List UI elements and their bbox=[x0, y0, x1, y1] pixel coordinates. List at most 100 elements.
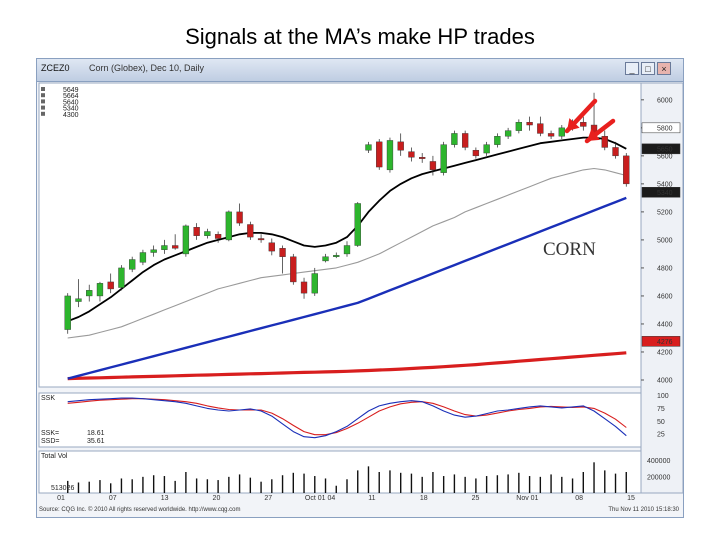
candle-body bbox=[290, 256, 297, 283]
candle-body bbox=[504, 130, 512, 137]
price-tag-label: 5340 bbox=[657, 190, 673, 197]
candle-body bbox=[129, 259, 136, 270]
candle-body bbox=[494, 136, 501, 145]
candle-body bbox=[537, 123, 544, 134]
candle-body bbox=[311, 273, 318, 294]
candle-body bbox=[365, 144, 372, 151]
price-tag bbox=[641, 336, 681, 347]
ma-long-line bbox=[67, 351, 627, 381]
candle-body bbox=[193, 227, 200, 236]
date-label: Nov 01 bbox=[516, 495, 538, 502]
candle-body bbox=[214, 234, 222, 239]
price-tag bbox=[641, 122, 681, 134]
ma-readout-value: 5664 bbox=[63, 93, 79, 100]
stoch-tick-label: 50 bbox=[657, 419, 665, 426]
chart-canvas: 4000 4200 4400 4600 4800 5000 5200 5400 5600 5800… bbox=[38, 82, 683, 502]
price-tag bbox=[641, 187, 681, 198]
source-footer: Source: CQG Inc. © 2010 All rights reser… bbox=[39, 507, 241, 513]
ma-slow-line bbox=[67, 196, 627, 380]
stochastic-panel bbox=[38, 392, 642, 448]
chart-window: 4000 4200 4400 4600 4800 5000 5200 5400 5600 5800… bbox=[36, 58, 684, 518]
corn-annotation: CORN bbox=[543, 239, 596, 260]
price-panel bbox=[38, 82, 642, 388]
ma-readout-value: 5340 bbox=[63, 106, 79, 113]
window-titlebar: ZCEZ0 Corn (Globex), Dec 10, Daily _ □ × bbox=[37, 59, 683, 82]
candle-body bbox=[322, 256, 329, 262]
slide-title: Signals at the MA’s make HP trades bbox=[185, 24, 535, 49]
restore-button[interactable]: □ bbox=[641, 62, 655, 75]
candle-body bbox=[397, 141, 404, 151]
stoch-tick-label: 75 bbox=[657, 406, 665, 413]
candle-body bbox=[515, 122, 523, 131]
stoch-tick-label: 100 bbox=[657, 393, 669, 400]
candle-body bbox=[601, 136, 608, 148]
stoch-panel-label: SSK bbox=[41, 395, 55, 402]
price-tag-label: 4276 bbox=[657, 339, 673, 346]
candle-body bbox=[376, 141, 383, 168]
symbol-label: ZCEZ0 bbox=[41, 63, 70, 73]
price-tick-label: 5000 bbox=[657, 237, 673, 244]
candle-body bbox=[429, 161, 437, 171]
candle-body bbox=[333, 255, 340, 257]
price-tick-label: 5200 bbox=[657, 209, 673, 216]
candle-body bbox=[558, 127, 565, 137]
ma-readout-swatch bbox=[41, 87, 45, 91]
ssk-value: 18.61 bbox=[87, 430, 105, 437]
candle-body bbox=[64, 295, 71, 330]
ma-mid-line bbox=[67, 167, 627, 339]
candle-body bbox=[161, 245, 168, 250]
price-tag bbox=[641, 143, 681, 155]
ssk-line bbox=[67, 397, 627, 439]
ma-readout-swatch bbox=[41, 93, 45, 98]
instrument-description: Corn (Globex), Dec 10, Daily bbox=[89, 63, 205, 73]
price-tag-label: 5800 bbox=[657, 125, 673, 132]
candle-body bbox=[451, 133, 458, 145]
candle-body bbox=[612, 147, 619, 157]
ma-readout-value: 5649 bbox=[63, 87, 79, 94]
close-button[interactable]: × bbox=[657, 62, 671, 75]
date-label: 18 bbox=[420, 495, 428, 502]
date-label: 27 bbox=[264, 495, 272, 502]
candle-body bbox=[419, 157, 426, 159]
candle-body bbox=[354, 203, 361, 246]
price-tick-label: 5600 bbox=[657, 153, 673, 160]
price-tick-label: 4600 bbox=[657, 293, 673, 300]
date-label: 13 bbox=[161, 495, 169, 502]
candle-body bbox=[472, 150, 480, 157]
date-label: 08 bbox=[575, 495, 583, 502]
ma-readout-swatch bbox=[41, 105, 45, 110]
date-label: 01 bbox=[57, 495, 65, 502]
date-label: 11 bbox=[368, 495, 375, 502]
price-tag-label: 5650 bbox=[657, 146, 673, 153]
date-label: Oct 01 04 bbox=[305, 495, 335, 502]
candle-body bbox=[268, 242, 275, 252]
price-tick-label: 6000 bbox=[657, 97, 673, 104]
candle-body bbox=[150, 249, 157, 253]
candle-body bbox=[623, 155, 630, 185]
candle-body bbox=[171, 245, 179, 249]
price-tick-label: 5400 bbox=[657, 181, 673, 188]
candle-body bbox=[118, 267, 125, 288]
stoch-tick-label: 25 bbox=[657, 432, 665, 439]
candle-body bbox=[257, 238, 265, 241]
date-label: 20 bbox=[213, 495, 221, 502]
candle-body bbox=[343, 245, 351, 255]
minimize-button[interactable]: _ bbox=[625, 62, 639, 75]
candle-body bbox=[204, 231, 211, 236]
candle-body bbox=[182, 225, 190, 255]
ma-readout-swatch bbox=[41, 111, 45, 116]
candle-body bbox=[461, 133, 469, 148]
ssk-label: SSK= bbox=[41, 430, 59, 437]
candle-body bbox=[86, 290, 93, 297]
candle-body bbox=[96, 283, 104, 297]
candle-body bbox=[139, 252, 147, 263]
ssd-line bbox=[67, 398, 627, 436]
price-tick-label: 4800 bbox=[657, 265, 673, 272]
volume-tick-label: 400000 bbox=[647, 458, 670, 465]
timestamp-footer: Thu Nov 11 2010 15:18:30 bbox=[608, 507, 679, 513]
ma-readout-swatch bbox=[41, 99, 45, 104]
candle-body bbox=[107, 281, 114, 290]
candle-body bbox=[247, 224, 254, 238]
candle-body bbox=[526, 122, 533, 126]
candle-body bbox=[386, 140, 394, 171]
